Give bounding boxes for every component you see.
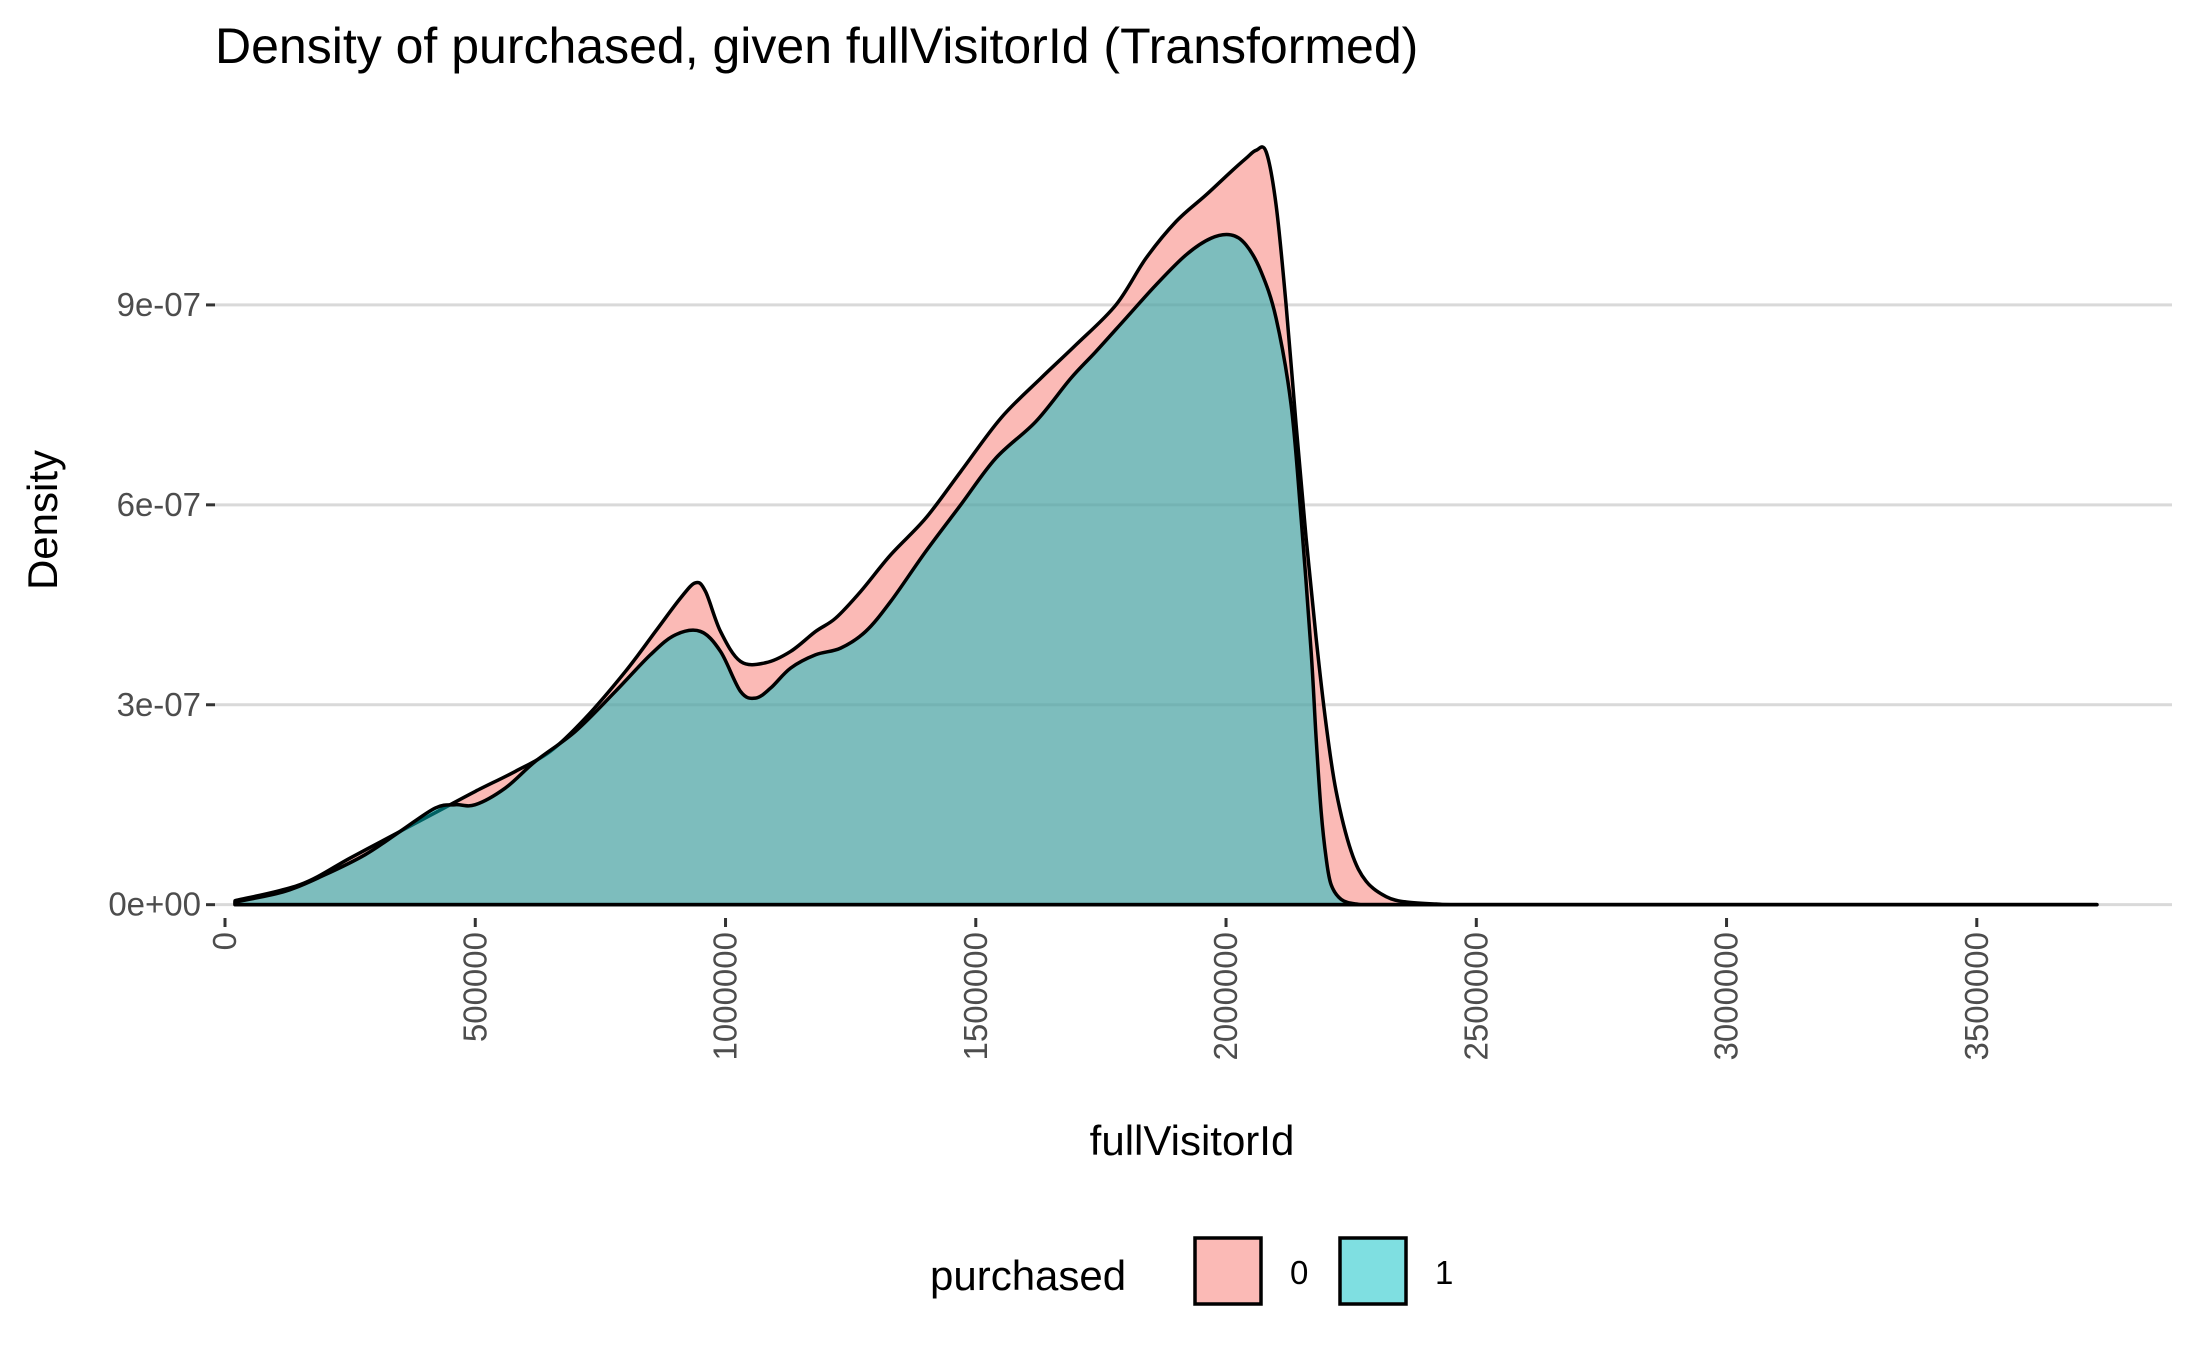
legend-label-0: 0 — [1290, 1254, 1308, 1291]
y-tick-label: 0e+00 — [108, 886, 201, 923]
x-axis: 0 500000 1000000 1500000 2000000 2500000 30000… — [206, 918, 1995, 1060]
y-axis: 0e+00 3e-07 6e-07 9e-07 — [108, 286, 215, 923]
legend-title: purchased — [930, 1252, 1126, 1299]
x-tick-label: 1500000 — [957, 932, 994, 1060]
y-tick-label: 9e-07 — [117, 286, 201, 323]
density-areas — [233, 145, 2099, 907]
chart-title: Density of purchased, given fullVisitorI… — [215, 18, 1418, 74]
density-area-1 — [233, 232, 2099, 907]
x-tick-label: 3000000 — [1708, 932, 1745, 1060]
x-tick-label: 2500000 — [1457, 932, 1494, 1060]
y-tick-label: 3e-07 — [117, 686, 201, 723]
legend-label-1: 1 — [1435, 1254, 1453, 1291]
x-tick-label: 0 — [206, 932, 243, 950]
x-axis-title: fullVisitorId — [1090, 1117, 1295, 1164]
legend-swatch-0 — [1193, 1236, 1263, 1306]
y-tick-label: 6e-07 — [117, 486, 201, 523]
x-tick-label: 1000000 — [707, 932, 744, 1060]
x-tick-label: 3500000 — [1958, 932, 1995, 1060]
legend-swatch-1 — [1338, 1236, 1408, 1306]
x-tick-label: 500000 — [456, 932, 493, 1042]
x-tick-label: 2000000 — [1207, 932, 1244, 1060]
y-axis-title: Density — [19, 450, 66, 590]
